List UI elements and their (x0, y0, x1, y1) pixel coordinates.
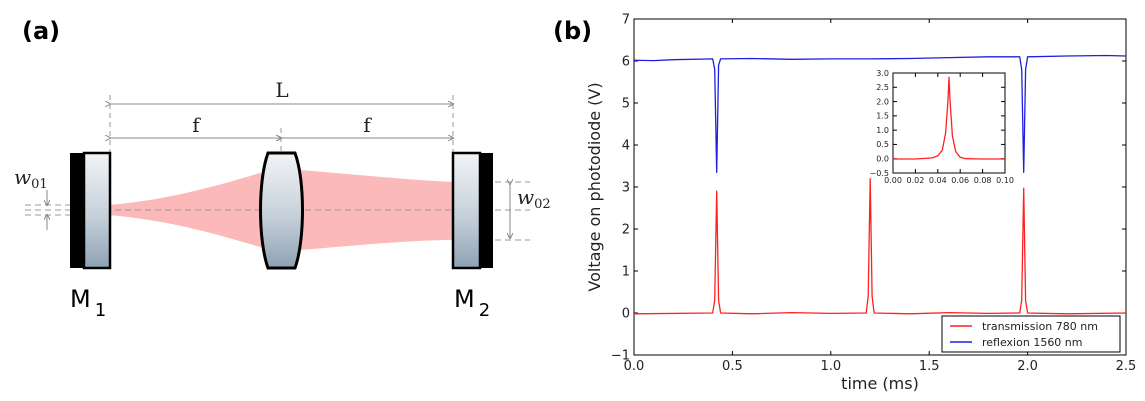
main-y-axis-label: Voltage on photodiode (V) (585, 82, 604, 291)
mirror-1-backing (70, 153, 84, 268)
main-axis-ticks: 0.0 0.5 1.0 1.5 2.0 2.5 −1 0 1 2 3 4 5 6 7 (611, 13, 1137, 374)
inset-x-tick-label: 0.06 (951, 176, 969, 185)
panel-b: (b) 0.0 0.5 1.0 1.5 2.0 2.5 −1 0 1 2 3 4 5 6 7 time (m… (553, 13, 1136, 393)
dimension-L-label: L (275, 78, 288, 102)
main-x-tick-label: 1.5 (919, 359, 940, 374)
main-y-tick-label: 4 (622, 139, 630, 154)
main-y-tick-label: −1 (611, 349, 630, 364)
main-y-tick-label: 1 (622, 265, 630, 280)
main-y-tick-label: 7 (622, 13, 630, 28)
inset-y-tick-label: 0.5 (876, 140, 889, 149)
main-y-tick-label: 6 (622, 55, 630, 70)
main-y-tick-label: 5 (622, 97, 630, 112)
main-x-tick-label: 1.0 (820, 359, 841, 374)
inset-y-tick-label: 0.0 (876, 155, 889, 164)
waist-01-label: w01 (14, 165, 48, 192)
mirror-1-glass (82, 151, 112, 270)
main-x-axis-label: time (ms) (841, 374, 919, 393)
legend-label-reflexion: reflexion 1560 nm (982, 336, 1083, 349)
inset-x-tick-label: 0.02 (906, 176, 924, 185)
inset-y-tick-label: 2.0 (876, 97, 889, 106)
inset-y-tick-label: 1.0 (876, 126, 889, 135)
main-series-1 (633, 54, 1127, 173)
lens (259, 151, 304, 270)
inset-y-tick-label: −0.5 (870, 169, 889, 178)
inset-axis-ticks: 0.00 0.02 0.04 0.06 0.08 0.10 −0.5 0.0 0.5 1.0 1.5… (870, 69, 1014, 185)
main-x-tick-label: 2.5 (1116, 359, 1137, 374)
panel-a-label: (a) (22, 17, 60, 45)
dimension-f-right-label: f (363, 113, 372, 137)
inset-y-tick-label: 1.5 (876, 112, 889, 121)
inset-x-tick-label: 0.00 (884, 176, 902, 185)
inset-x-tick-label: 0.08 (974, 176, 992, 185)
waist-02-label: w02 (517, 185, 551, 212)
main-y-tick-label: 0 (622, 307, 630, 322)
main-y-tick-label: 2 (622, 223, 630, 238)
inset-series-0 (893, 76, 1005, 160)
inset-x-tick-label: 0.10 (996, 176, 1014, 185)
inset-y-tick-label: 3.0 (876, 69, 889, 78)
legend-label-transmission: transmission 780 nm (982, 320, 1098, 333)
main-y-tick-label: 3 (622, 181, 630, 196)
inset-x-tick-label: 0.04 (929, 176, 947, 185)
main-x-tick-label: 0.0 (624, 359, 645, 374)
main-plot-frame (633, 18, 1127, 356)
legend: transmission 780 nm reflexion 1560 nm (941, 315, 1121, 353)
panel-a: (a) L f f w01 w02 (14, 17, 551, 321)
main-x-tick-label: 0.5 (722, 359, 743, 374)
mirror-2-backing (480, 153, 493, 268)
legend-box (941, 315, 1121, 353)
main-series-0 (633, 177, 1127, 315)
inset-plot-series (893, 76, 1005, 160)
inset-y-tick-label: 2.5 (876, 83, 889, 92)
dimension-f-left-label: f (192, 113, 201, 137)
panel-b-label: (b) (553, 17, 592, 45)
main-plot-series (633, 54, 1127, 315)
main-x-tick-label: 2.0 (1017, 359, 1038, 374)
mirror-2-glass (451, 151, 482, 270)
